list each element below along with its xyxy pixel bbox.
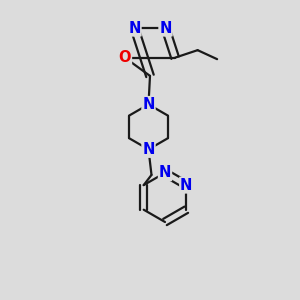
Text: N: N bbox=[159, 165, 171, 180]
Text: O: O bbox=[118, 50, 131, 65]
Text: N: N bbox=[180, 178, 193, 193]
Text: N: N bbox=[128, 21, 141, 36]
Text: N: N bbox=[159, 21, 172, 36]
Text: N: N bbox=[142, 142, 155, 157]
Text: N: N bbox=[142, 97, 155, 112]
